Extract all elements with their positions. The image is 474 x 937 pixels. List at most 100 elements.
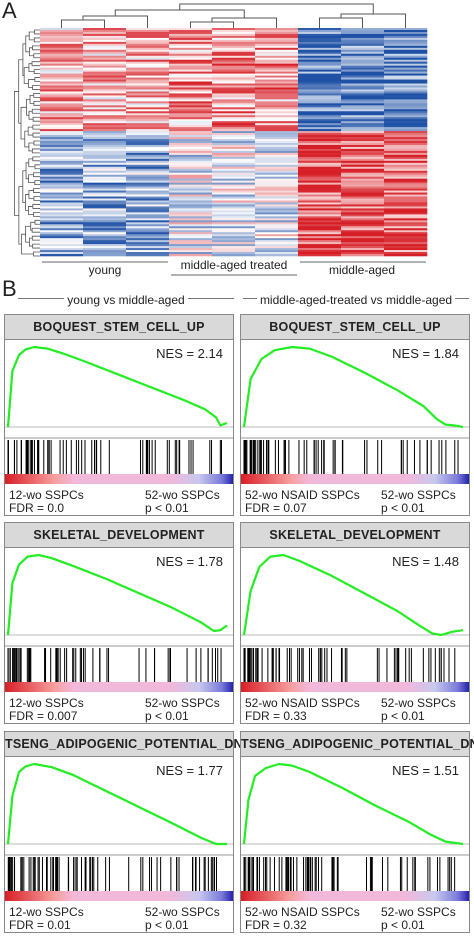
heatmap-cell (384, 121, 428, 124)
heatmap-cell (298, 202, 342, 205)
heatmap-cell (169, 252, 213, 255)
heatmap-cell (83, 43, 127, 47)
heatmap-cell (255, 250, 299, 253)
nes-label: NES = 1.51 (392, 763, 459, 778)
heatmap-cell (40, 43, 84, 47)
heatmap-cell (341, 29, 385, 33)
dendrogram-branch (18, 186, 23, 245)
dendrogram-branch (31, 148, 40, 154)
heatmap-cell (40, 65, 84, 68)
heatmap-cell (40, 230, 84, 233)
heatmap-cell (169, 156, 213, 160)
heatmap-cell (169, 89, 213, 92)
heatmap-cell (169, 75, 213, 78)
heatmap-cell (384, 192, 428, 195)
heatmap-cell (83, 210, 127, 213)
gsea-panel: TSENG_ADIPOGENIC_POTENTIAL_DN NES = 1.51 5… (240, 731, 474, 933)
heatmap-cell (169, 119, 213, 122)
heatmap-cell (126, 29, 170, 33)
heatmap-cell (83, 188, 127, 191)
heatmap-cell (169, 77, 213, 80)
dendrogram-branch (32, 45, 40, 51)
heatmap-cell (255, 222, 299, 225)
heatmap-cell (40, 142, 84, 146)
heatmap-cell (40, 101, 84, 104)
heatmap-cell (341, 67, 385, 70)
dendrogram-branch (32, 204, 40, 209)
heatmap-cell (255, 89, 299, 92)
heatmap-cell (384, 176, 428, 179)
heatmap-cell (255, 131, 299, 134)
heatmap-cell (40, 67, 84, 70)
heatmap-cell (83, 154, 127, 158)
heatmap-cell (384, 196, 428, 199)
heatmap-cell (40, 196, 84, 199)
heatmap-cell (126, 87, 170, 90)
heatmap-cell (169, 198, 213, 201)
heatmap-cell (384, 81, 428, 84)
heatmap-cell (212, 170, 256, 174)
heatmap-cell (169, 178, 213, 181)
heatmap-cell (341, 35, 385, 39)
heatmap-cell (40, 135, 84, 138)
rank-color-bar (5, 682, 233, 692)
heatmap-cell (384, 71, 428, 74)
heatmap-cell (40, 232, 84, 235)
heatmap-cell (212, 115, 256, 118)
heatmap-cell (169, 214, 213, 217)
dendrogram-branch (28, 174, 35, 184)
heatmap-cell (169, 144, 213, 148)
heatmap-cell (298, 142, 342, 146)
heatmap-cell (212, 194, 256, 197)
heatmap-cell (255, 79, 299, 82)
heatmap-cell (169, 81, 213, 84)
heatmap-cell (298, 93, 342, 96)
dendrogram-branch (114, 9, 245, 18)
fdr-value: FDR = 0.01 (9, 918, 71, 932)
heatmap-cell (40, 170, 84, 174)
heatmap-cell (169, 39, 213, 43)
heatmap-cell (384, 87, 428, 90)
heatmap-cell (212, 160, 256, 164)
heatmap-cell (40, 35, 84, 39)
gsea-panel: SKELETAL_DEVELOPMENT NES = 1.78 12-wo SSPC… (4, 522, 234, 724)
heatmap-cell (298, 75, 342, 78)
phenotype-right-label: 52-wo SSPCs (381, 488, 456, 502)
group-label-young: young (88, 263, 122, 277)
heatmap-cell (40, 91, 84, 94)
heatmap-cell (212, 57, 256, 61)
heatmap-cell (255, 69, 299, 72)
heatmap-cell (384, 127, 428, 130)
heatmap-cell (212, 103, 256, 106)
heatmap-cell (83, 81, 127, 84)
heatmap-cell (341, 180, 385, 183)
heatmap-cell (169, 63, 213, 66)
dendrogram-branch (34, 180, 40, 186)
heatmap-cell (384, 188, 428, 191)
heatmap-cell (341, 226, 385, 229)
heatmap-cell (126, 168, 170, 172)
heatmap-cell (169, 248, 213, 251)
heatmap-cell (255, 182, 299, 185)
heatmap-cell (40, 182, 84, 185)
heatmap-cell (40, 57, 84, 61)
heatmap-cell (298, 107, 342, 110)
heatmap-cell (83, 252, 127, 255)
heatmap-cell (40, 200, 84, 203)
heatmap-cell (341, 250, 385, 253)
heatmap-cell (83, 208, 127, 211)
heatmap-cell (212, 117, 256, 120)
heatmap-cell (255, 53, 299, 57)
heatmap-cell (212, 178, 256, 181)
heatmap-cell (83, 79, 127, 82)
heatmap-cell (341, 141, 385, 144)
heatmap-cell (169, 59, 213, 62)
comparison-right: middle-aged-treated vs middle-aged (256, 293, 456, 307)
heatmap-cell (255, 39, 299, 43)
heatmap-cell (298, 188, 342, 191)
heatmap-cell (255, 65, 299, 68)
heatmap-cell (126, 210, 170, 213)
heatmap-cell (341, 137, 385, 140)
heatmap-cell (169, 158, 213, 162)
heatmap-cell (83, 117, 127, 120)
